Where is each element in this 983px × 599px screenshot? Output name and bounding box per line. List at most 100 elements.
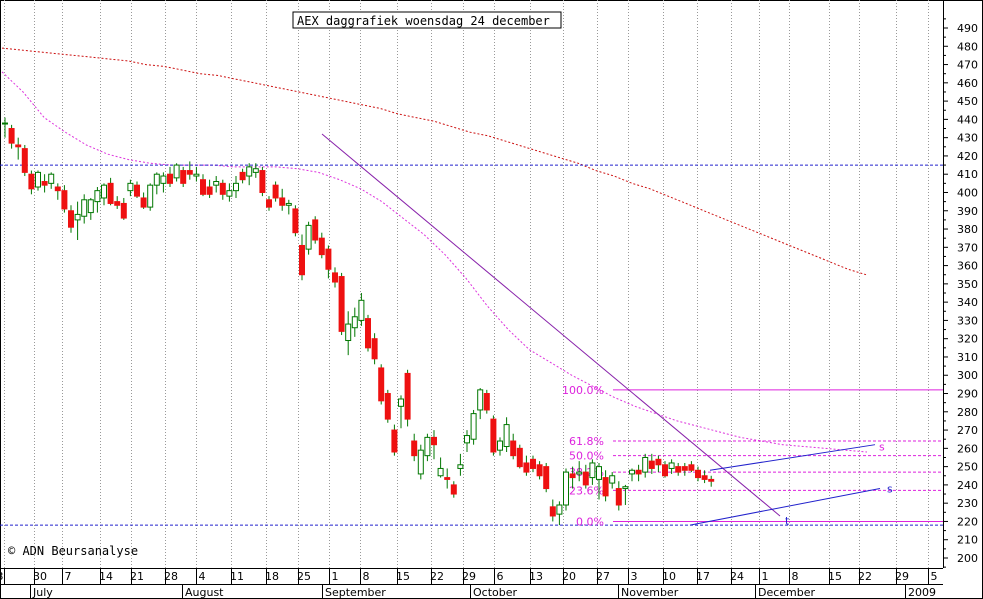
candle-down bbox=[41, 181, 48, 186]
annotation-s-lower: s bbox=[887, 483, 893, 496]
y-tick-label: 300 bbox=[957, 369, 978, 382]
x-day-label: 3 bbox=[631, 570, 638, 583]
x-day-label: 29 bbox=[895, 570, 909, 583]
candle-up bbox=[252, 168, 259, 173]
annotation-t: t bbox=[785, 515, 790, 528]
candle-down bbox=[200, 179, 206, 195]
candle-down bbox=[28, 173, 35, 190]
candle-up bbox=[153, 173, 160, 186]
candle-down bbox=[543, 466, 550, 490]
candle-down bbox=[167, 173, 173, 184]
x-day-label: 10 bbox=[662, 570, 676, 583]
candle-up bbox=[457, 464, 464, 469]
x-day-label: 1 bbox=[762, 570, 769, 583]
y-tick-label: 350 bbox=[957, 278, 978, 291]
candle-up bbox=[48, 173, 55, 184]
candle-up bbox=[497, 440, 503, 451]
candle-up bbox=[226, 190, 233, 197]
candle-down bbox=[450, 484, 457, 495]
y-tick-label: 250 bbox=[957, 461, 978, 474]
candle-up bbox=[246, 166, 253, 177]
y-tick-label: 320 bbox=[957, 333, 978, 346]
x-day-label: 22 bbox=[858, 570, 872, 583]
candle-up bbox=[563, 471, 569, 506]
candle-down bbox=[318, 237, 325, 256]
candle-up bbox=[477, 389, 484, 411]
ma-long-line bbox=[1, 47, 867, 276]
x-day-label: 14 bbox=[99, 570, 113, 583]
x-day-label: 30 bbox=[33, 570, 47, 583]
x-month-label: September bbox=[325, 586, 386, 599]
candle-up bbox=[305, 224, 312, 250]
candle-down bbox=[140, 197, 147, 208]
candle-up bbox=[358, 299, 365, 321]
x-day-label: 5 bbox=[931, 570, 938, 583]
candle-down bbox=[681, 466, 688, 471]
candle-up bbox=[285, 202, 292, 206]
candle-up bbox=[668, 462, 675, 469]
y-tick-label: 430 bbox=[957, 132, 978, 145]
candle-up bbox=[160, 175, 167, 184]
x-day-label: 22 bbox=[430, 570, 444, 583]
candle-down bbox=[549, 506, 556, 517]
y-tick-label: 220 bbox=[957, 515, 978, 528]
x-day-label: 13 bbox=[529, 570, 543, 583]
y-tick-label: 440 bbox=[957, 113, 978, 126]
x-month-label: 2009 bbox=[908, 586, 936, 599]
candle-down bbox=[444, 477, 451, 480]
support-trend-line bbox=[689, 488, 881, 526]
x-month-label: November bbox=[621, 586, 679, 599]
candle-up bbox=[193, 173, 200, 177]
candle-down bbox=[239, 171, 246, 181]
candle-down bbox=[510, 440, 517, 457]
candle-down bbox=[536, 464, 543, 477]
x-day-label: 25 bbox=[297, 570, 311, 583]
candle-up bbox=[437, 467, 444, 477]
y-tick-label: 200 bbox=[957, 552, 978, 565]
candle-up bbox=[398, 398, 404, 407]
candle-up bbox=[464, 435, 470, 444]
y-tick-label: 240 bbox=[957, 479, 978, 492]
y-tick-label: 400 bbox=[957, 186, 978, 199]
candle-down bbox=[602, 477, 609, 497]
candle-down bbox=[490, 418, 497, 453]
y-tick-label: 390 bbox=[957, 205, 978, 218]
candle-down bbox=[61, 190, 68, 210]
candle-up bbox=[642, 456, 649, 473]
candle-down bbox=[134, 184, 140, 197]
candle-down bbox=[365, 318, 371, 349]
candle-down bbox=[431, 436, 437, 446]
candle-up bbox=[345, 323, 352, 342]
candle-down bbox=[219, 182, 226, 195]
x-day-label: 6 bbox=[497, 570, 504, 583]
candle-down bbox=[701, 475, 708, 480]
x-day-label: 8 bbox=[363, 570, 370, 583]
candle-down bbox=[299, 244, 305, 276]
candle-down bbox=[279, 197, 286, 206]
y-tick-label: 230 bbox=[957, 497, 978, 510]
x-day-label: 18 bbox=[265, 570, 279, 583]
candle-up bbox=[81, 199, 88, 217]
fib-level-label: 100.0% bbox=[562, 384, 604, 397]
y-tick-label: 360 bbox=[957, 260, 978, 273]
y-tick-label: 490 bbox=[957, 22, 978, 35]
candle-up bbox=[609, 475, 616, 484]
x-day-label: 29 bbox=[462, 570, 476, 583]
x-month-label: July bbox=[32, 586, 53, 599]
candle-up bbox=[351, 316, 358, 329]
x-month-label: December bbox=[758, 586, 816, 599]
y-tick-label: 210 bbox=[957, 534, 978, 547]
y-tick-label: 410 bbox=[957, 168, 978, 181]
candle-down bbox=[8, 128, 15, 144]
candle-up bbox=[424, 436, 431, 457]
candle-up bbox=[503, 424, 510, 448]
x-day-label: 28 bbox=[164, 570, 178, 583]
candle-down bbox=[483, 393, 490, 411]
candle-down bbox=[635, 469, 642, 475]
candle-up bbox=[622, 486, 629, 490]
candle-up bbox=[127, 182, 134, 192]
y-tick-label: 370 bbox=[957, 241, 978, 254]
candle-up bbox=[101, 184, 107, 199]
y-tick-label: 260 bbox=[957, 442, 978, 455]
